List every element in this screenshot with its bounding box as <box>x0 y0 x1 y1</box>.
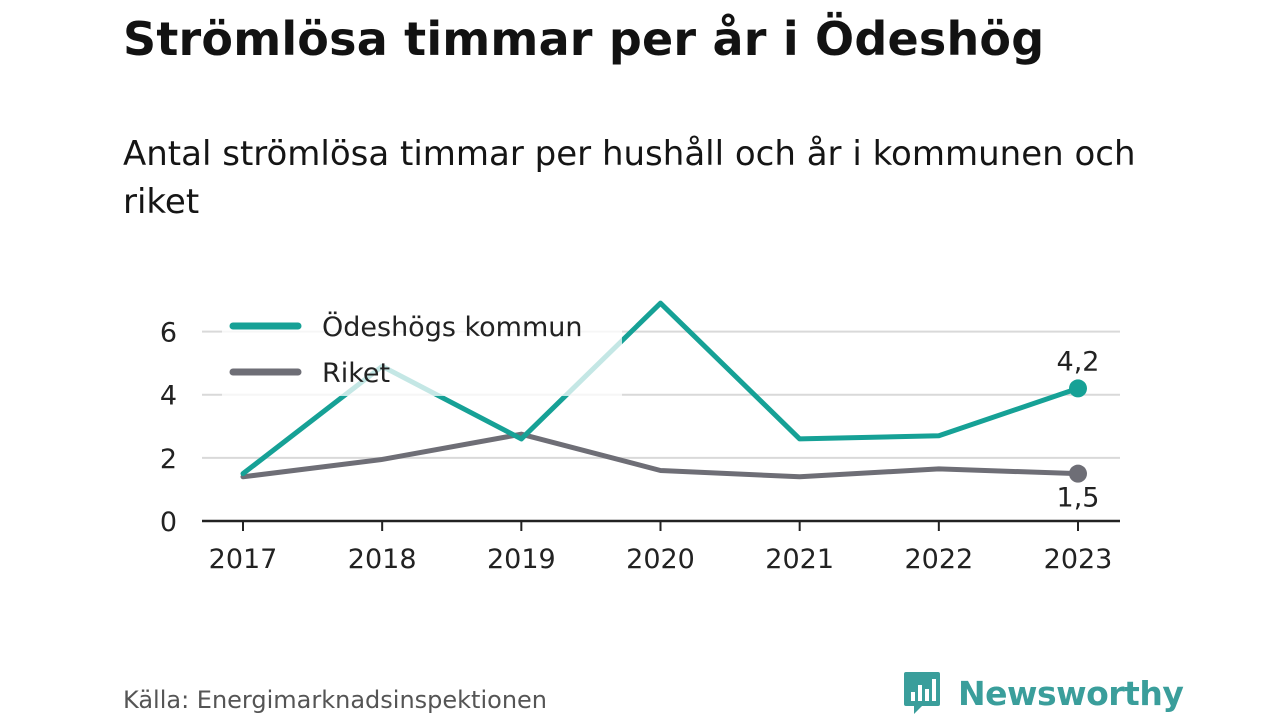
legend-label: Riket <box>322 358 390 389</box>
line-chart: 0 2 4 6 2017 2018 2019 2020 2021 2022 2023 Ödeshög… <box>160 300 1120 575</box>
series-end-label: 4,2 <box>1057 346 1100 377</box>
brand-name: Newsworthy <box>958 673 1184 713</box>
y-tick-label: 0 <box>160 507 177 538</box>
legend: Ödeshögs kommun Riket <box>222 300 622 396</box>
x-tick-label: 2021 <box>765 544 834 575</box>
source-note: Källa: Energimarknadsinspektionen <box>123 686 548 714</box>
axes: 0 2 4 6 2017 2018 2019 2020 2021 2022 2023 <box>160 318 1120 575</box>
brand-logo: Newsworthy <box>902 670 1184 716</box>
chart-title: Strömlösa timmar per år i Ödeshög <box>123 12 1045 66</box>
newsworthy-logo-icon <box>904 672 940 714</box>
x-tick-label: 2020 <box>626 544 695 575</box>
y-tick-label: 2 <box>160 444 177 475</box>
x-tick-label: 2023 <box>1044 544 1113 575</box>
y-tick-label: 6 <box>160 318 177 349</box>
x-tick-label: 2022 <box>904 544 973 575</box>
x-tick-label: 2017 <box>209 544 278 575</box>
legend-label: Ödeshögs kommun <box>322 311 583 343</box>
series-end-point <box>1069 464 1087 483</box>
chart-subtitle: Antal strömlösa timmar per hushåll och å… <box>123 134 1136 222</box>
legend-background <box>222 300 622 396</box>
series-end-label: 1,5 <box>1057 483 1100 514</box>
series-end-point <box>1069 379 1087 398</box>
x-tick-label: 2019 <box>487 544 556 575</box>
series-line <box>240 431 1081 480</box>
x-tick-label: 2018 <box>348 544 417 575</box>
y-tick-label: 4 <box>160 381 177 412</box>
value-labels: 4,2 1,5 <box>1057 346 1100 513</box>
